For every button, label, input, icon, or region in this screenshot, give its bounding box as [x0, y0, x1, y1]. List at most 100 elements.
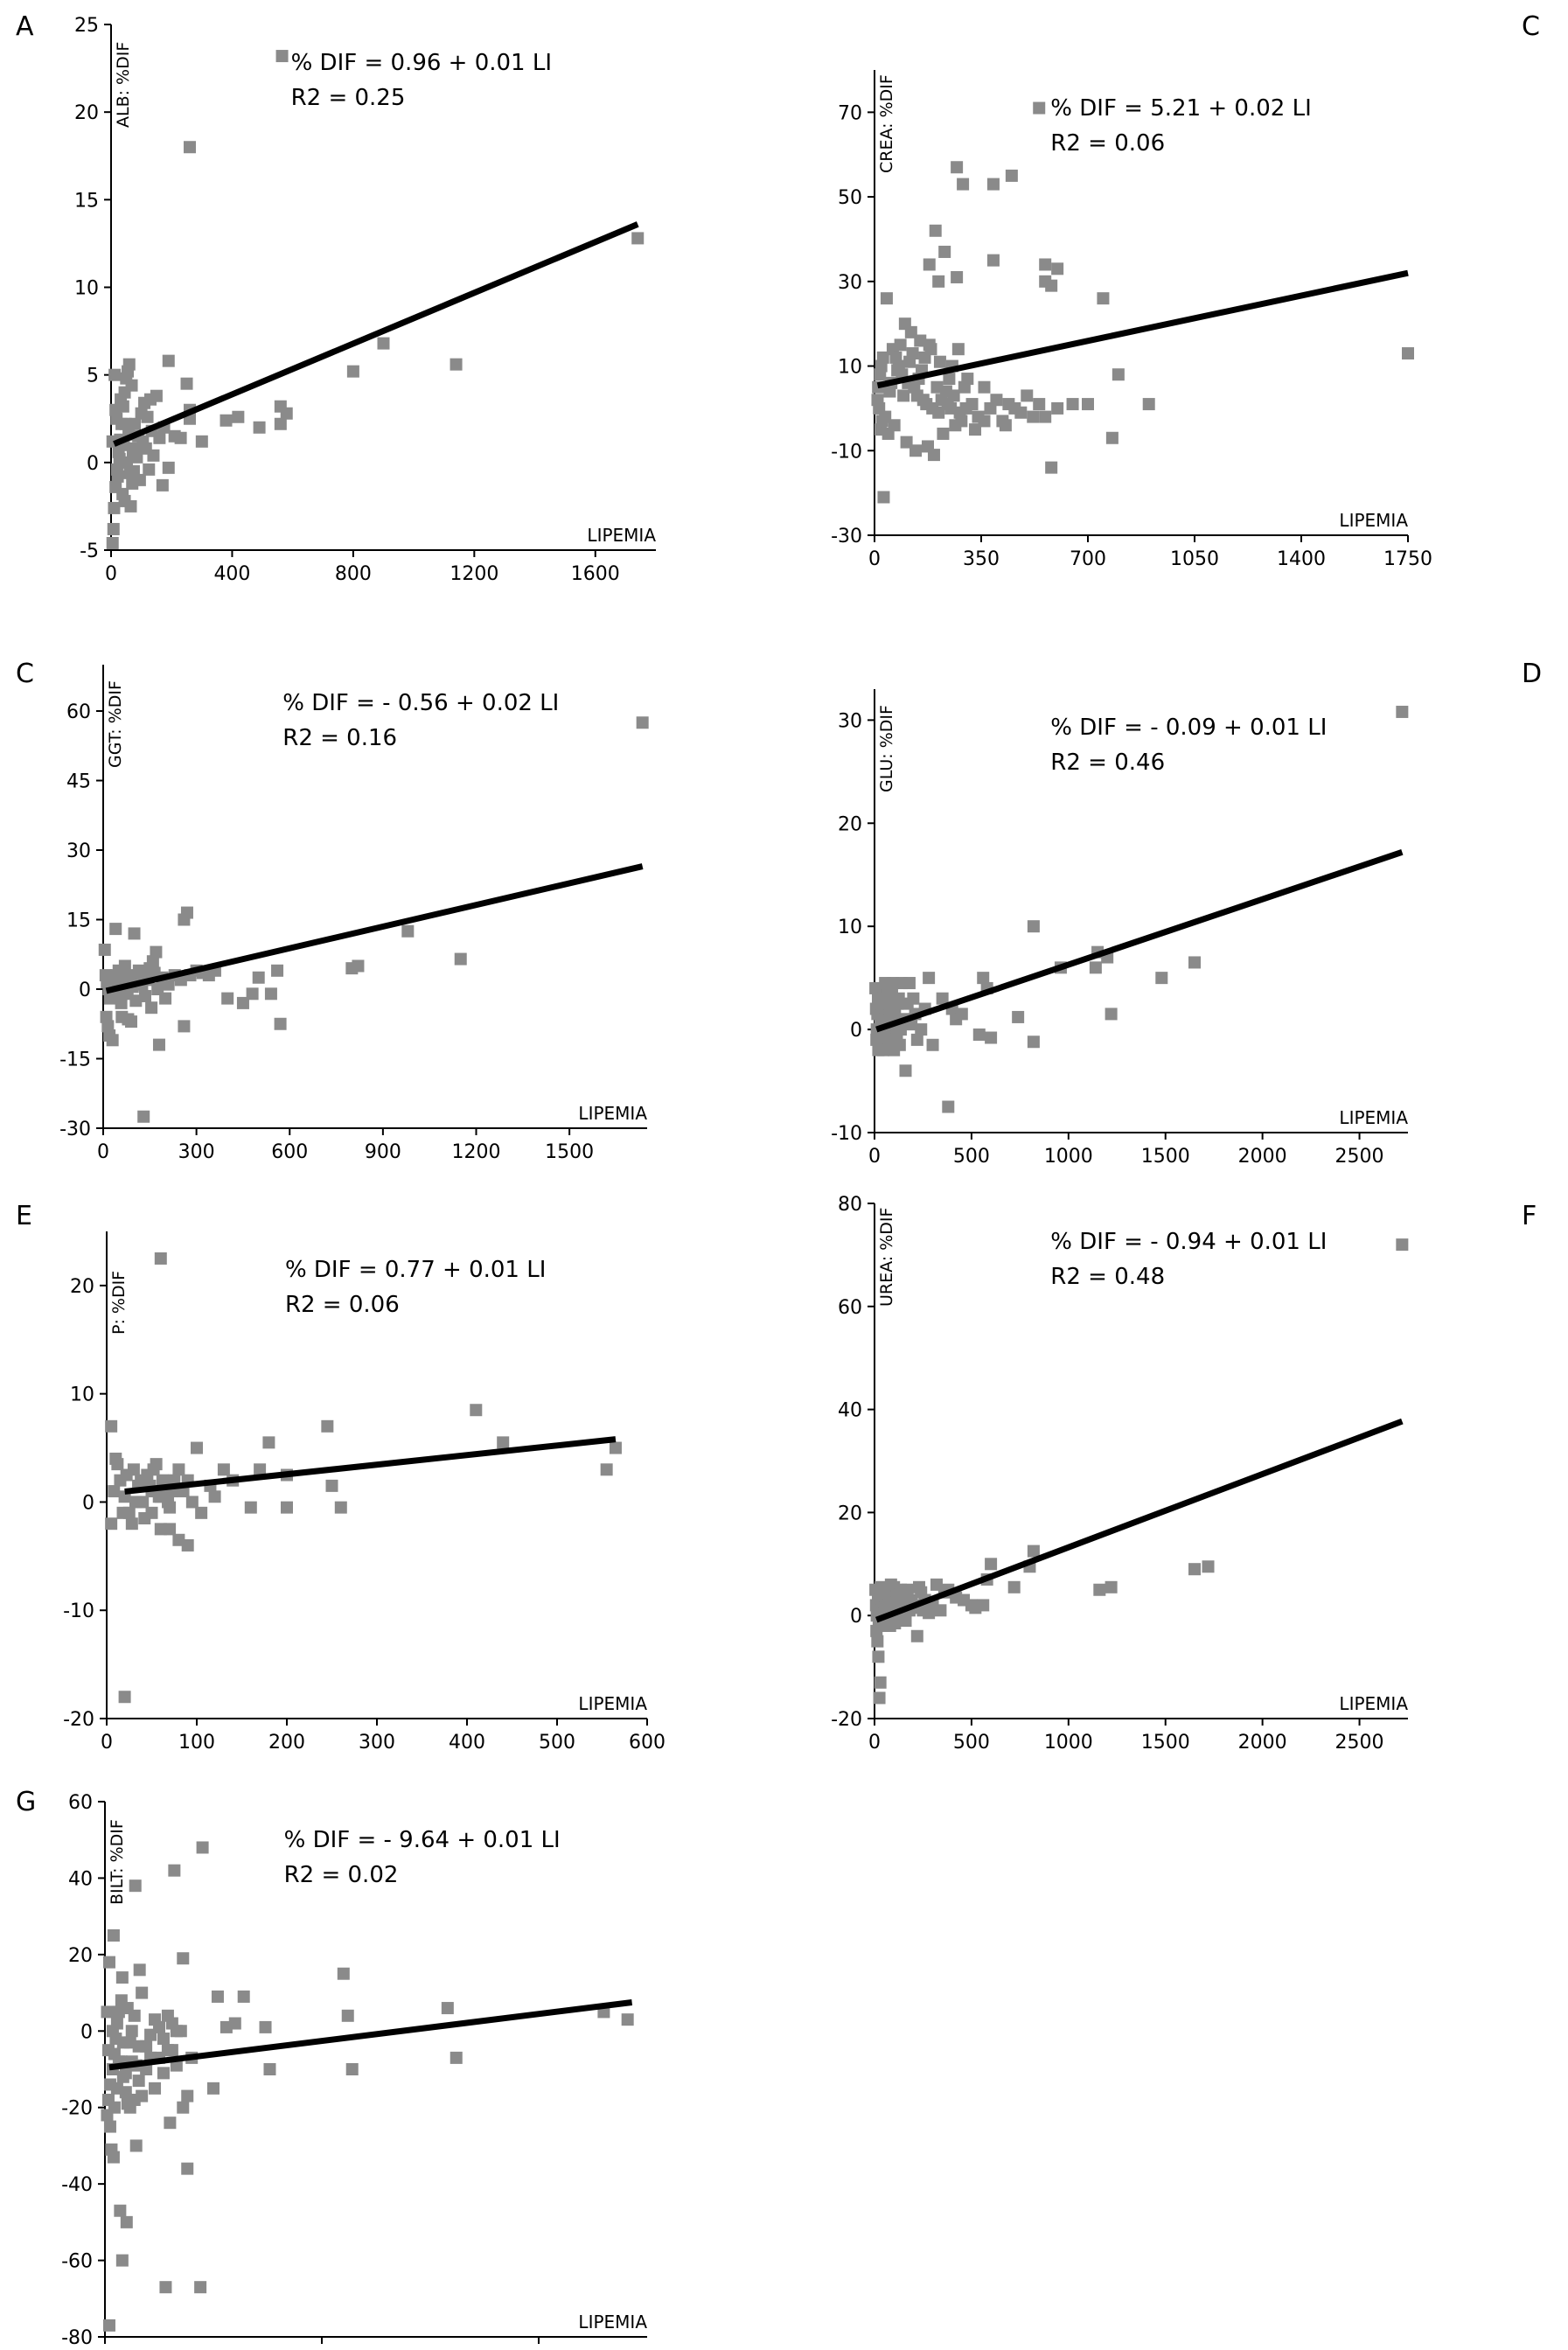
data-point: [1033, 398, 1046, 411]
y-tick-label: -30: [59, 1119, 91, 1140]
data-point: [153, 2020, 165, 2033]
data-point: [108, 1485, 121, 1498]
y-tick-label: 20: [838, 1503, 862, 1524]
r-squared-label: R2 = 0.16: [282, 725, 397, 751]
data-point: [910, 1033, 923, 1046]
data-point: [228, 2017, 241, 2030]
data-point: [933, 355, 946, 368]
data-point: [880, 292, 893, 305]
data-point: [115, 393, 128, 406]
data-point: [869, 981, 882, 994]
data-point: [103, 1029, 116, 1042]
y-tick-label: 30: [838, 272, 862, 294]
y-tick-label: 0: [87, 453, 99, 475]
data-point: [232, 410, 245, 423]
y-tick-label: 60: [838, 1297, 862, 1319]
data-point: [125, 2025, 138, 2038]
r-squared-label: R2 = 0.02: [284, 1862, 399, 1888]
data-point: [913, 1580, 926, 1593]
data-point: [145, 1001, 158, 1015]
data-point: [889, 1617, 902, 1630]
data-point: [125, 1517, 138, 1531]
data-point: [910, 1629, 923, 1642]
data-point: [105, 2143, 118, 2156]
chart-panel-4: D -10 0 10 20 30 0 500 1000 1500 2000 2500 GLU: %DIF…: [831, 659, 1542, 1168]
data-point: [217, 1463, 230, 1476]
data-point: [109, 923, 122, 936]
data-point: [159, 2281, 172, 2294]
x-tick-label: 350: [963, 548, 1000, 570]
y-tick-label: -10: [831, 441, 862, 463]
trend-line: [113, 221, 639, 447]
data-point: [118, 1691, 131, 1704]
y-tick-label: 10: [74, 278, 99, 300]
trend-line: [876, 269, 1409, 389]
data-point: [891, 364, 904, 377]
data-point: [1082, 398, 1094, 411]
data-point: [100, 1010, 113, 1023]
data-point: [116, 1506, 129, 1519]
data-point: [345, 2063, 359, 2075]
data-point: [138, 989, 151, 1002]
data-point: [1027, 1036, 1040, 1049]
y-tick-label: 0: [850, 1020, 862, 1042]
x-tick-label: 1750: [1383, 548, 1432, 570]
data-point: [951, 270, 964, 283]
data-point: [636, 716, 649, 729]
data-point: [111, 1458, 124, 1471]
y-tick-label: -20: [61, 2098, 93, 2120]
r-squared-label: R2 = 0.46: [1050, 750, 1165, 776]
x-tick-label: 400: [449, 1732, 485, 1754]
data-point: [951, 161, 964, 174]
y-tick-label: 40: [838, 1400, 862, 1422]
data-point: [259, 2020, 272, 2033]
x-tick-label: 2000: [1238, 1732, 1287, 1754]
data-point: [191, 1441, 203, 1454]
data-point: [149, 2082, 162, 2095]
x-tick-label: 1200: [452, 1141, 501, 1163]
data-point: [208, 1490, 221, 1503]
data-point: [441, 2002, 454, 2015]
data-point: [930, 1578, 943, 1591]
data-point: [972, 1028, 986, 1041]
data-point: [263, 2063, 276, 2075]
data-point: [128, 417, 141, 430]
data-point: [103, 2120, 116, 2133]
y-tick-label: 20: [838, 813, 862, 835]
x-axis-label: LIPEMIA: [1339, 1107, 1408, 1128]
data-point: [1027, 920, 1040, 933]
panel-label: F: [1522, 1201, 1537, 1231]
data-point: [281, 1501, 293, 1514]
data-point: [150, 945, 163, 959]
data-point: [1089, 961, 1102, 974]
data-point: [899, 1064, 912, 1077]
data-point: [147, 449, 160, 462]
y-tick-label: 0: [850, 1606, 862, 1628]
data-point: [1396, 705, 1409, 718]
data-point: [334, 1501, 347, 1514]
data-point: [938, 245, 951, 258]
data-point: [1051, 401, 1064, 415]
data-point: [181, 2089, 194, 2102]
x-tick-label: 800: [335, 563, 372, 585]
data-point: [138, 396, 151, 409]
data-point: [108, 2101, 121, 2114]
data-point: [882, 987, 895, 1000]
data-point: [147, 1463, 160, 1476]
y-tick-label: 0: [80, 2021, 93, 2043]
data-point: [1039, 258, 1052, 271]
data-point: [111, 470, 124, 483]
data-point: [985, 1031, 998, 1044]
x-axis-label: LIPEMIA: [1339, 1693, 1408, 1714]
data-point: [1396, 1238, 1409, 1252]
data-point: [119, 2067, 132, 2080]
data-point: [939, 385, 952, 398]
data-point: [999, 419, 1012, 432]
y-tick-label: 10: [70, 1384, 94, 1406]
r-squared-label: R2 = 0.06: [1050, 130, 1165, 157]
data-point: [621, 2013, 634, 2026]
x-tick-label: 0: [868, 1732, 881, 1754]
data-point: [884, 1578, 897, 1591]
regression-equation: % DIF = - 9.64 + 0.01 LI: [284, 1827, 561, 1853]
data-point: [162, 461, 175, 474]
